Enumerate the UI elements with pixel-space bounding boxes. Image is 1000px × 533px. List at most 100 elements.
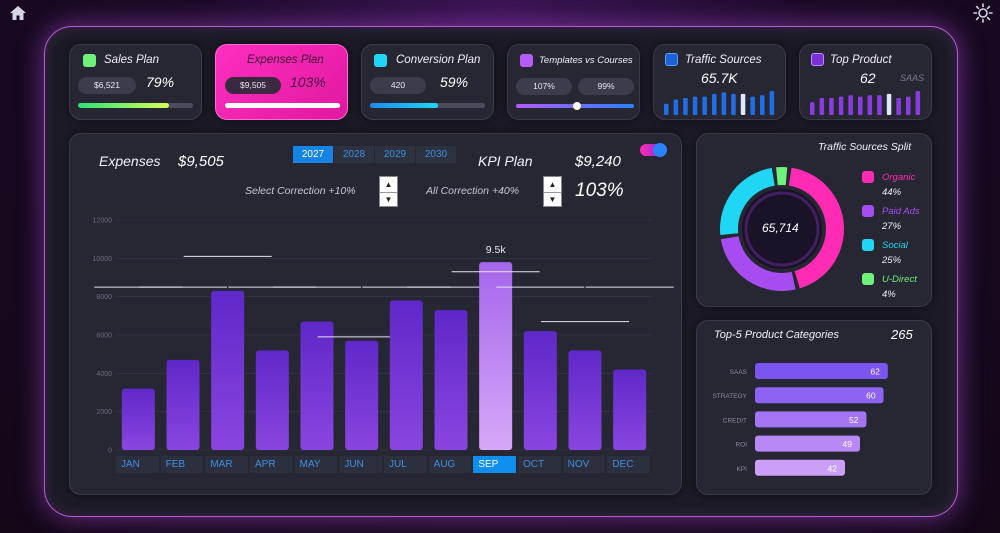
kpi-title: Templates vs Courses — [539, 55, 633, 66]
conversion-percent: 59% — [440, 74, 469, 90]
select-correction-spinner[interactable]: ▲ ▼ — [379, 176, 398, 207]
home-icon[interactable] — [9, 5, 27, 21]
spark-bar — [712, 93, 717, 115]
spark-bar — [731, 93, 736, 115]
kpi-title: Top Product — [830, 54, 892, 66]
donut-slice-u-direct[interactable] — [776, 167, 788, 186]
spark-bar — [810, 102, 815, 115]
bar-may[interactable] — [300, 321, 334, 450]
y-tick-label: 10000 — [93, 256, 113, 263]
spinner-down-icon[interactable]: ▼ — [544, 191, 561, 207]
traffic-value: 65.7K — [701, 70, 738, 86]
bar-oct[interactable] — [523, 331, 557, 450]
traffic-total: 65,714 — [762, 221, 799, 235]
expenses-progress-fill — [225, 103, 340, 108]
spark-bar — [867, 95, 873, 115]
kpi-title: Conversion Plan — [396, 54, 481, 66]
legend-value: 4% — [882, 289, 896, 300]
kpi-card-templates[interactable]: Templates vs Courses 107% 99% — [507, 44, 640, 120]
sales-color-swatch — [83, 54, 96, 67]
expenses-percent: 103% — [290, 74, 326, 90]
month-button-mar[interactable]: MAR — [205, 456, 248, 473]
bar-jun[interactable] — [345, 340, 379, 450]
bar-aug[interactable] — [434, 310, 468, 450]
traffic-color-swatch — [665, 53, 678, 66]
category-value-label: 62 — [870, 367, 880, 377]
spinner-up-icon[interactable]: ▲ — [384, 179, 393, 189]
spinner-up-icon[interactable]: ▲ — [548, 179, 557, 189]
sales-progress-track — [78, 103, 193, 108]
spinner-down-icon[interactable]: ▼ — [380, 191, 397, 207]
bar-mar[interactable] — [211, 290, 245, 450]
bar-jul[interactable] — [389, 300, 423, 451]
legend-label: Social — [882, 240, 908, 251]
month-button-may[interactable]: MAY — [294, 456, 338, 473]
bar-nov[interactable] — [568, 350, 602, 450]
kpi-card-sales[interactable]: Sales Plan $6,521 79% — [69, 44, 202, 120]
bar-dec[interactable] — [613, 369, 647, 451]
category-bar-saas[interactable] — [755, 363, 888, 379]
category-bar-credit[interactable] — [755, 411, 867, 428]
expenses-value: $9,505 — [178, 153, 224, 170]
all-correction-label: All Correction +40% — [426, 185, 520, 197]
sun-icon[interactable] — [973, 3, 993, 23]
month-button-apr[interactable]: APR — [250, 456, 293, 473]
donut-slice-paid-ads[interactable] — [720, 236, 796, 291]
traffic-split-title: Traffic Sources Split — [818, 141, 912, 153]
category-bar-roi[interactable] — [755, 435, 860, 452]
bar-jan[interactable] — [121, 388, 155, 450]
legend-swatch — [862, 171, 874, 183]
legend-label: Paid Ads — [882, 206, 920, 217]
legend-value: 25% — [882, 255, 902, 266]
year-button-2030[interactable]: 2030 — [416, 146, 456, 163]
category-label: SAAS — [730, 369, 748, 376]
spark-bar — [664, 103, 669, 115]
year-button-2029[interactable]: 2029 — [375, 146, 415, 163]
month-button-nov[interactable]: NOV — [562, 456, 606, 473]
category-bar-kpi[interactable] — [755, 459, 845, 476]
year-button-2027[interactable]: 2027 — [293, 146, 333, 163]
spark-bar — [750, 96, 755, 115]
year-button-2028[interactable]: 2028 — [334, 146, 374, 163]
bar-apr[interactable] — [255, 350, 289, 450]
bar-feb[interactable] — [166, 359, 200, 450]
month-button-aug[interactable]: AUG — [428, 456, 472, 473]
sales-progress-fill — [78, 103, 169, 108]
spark-bar — [819, 98, 825, 115]
donut-slice-social[interactable] — [720, 167, 775, 235]
category-label: KPI — [737, 466, 748, 473]
month-button-dec[interactable]: DEC — [607, 456, 650, 473]
month-button-jul[interactable]: JUL — [384, 456, 427, 473]
top5-title: Top-5 Product Categories — [714, 329, 839, 341]
sales-value-pill: $6,521 — [78, 77, 136, 94]
donut-slice-organic[interactable] — [788, 167, 844, 289]
month-button-sep[interactable]: SEP — [473, 456, 516, 473]
sales-percent: 79% — [146, 74, 175, 90]
kpi-card-top-product[interactable]: Top Product 62 SAAS — [799, 44, 932, 120]
category-value-label: 60 — [866, 391, 876, 401]
toggle-knob — [653, 143, 667, 157]
kpi-card-conversion[interactable]: Conversion Plan 420 59% — [361, 44, 494, 120]
month-button-jun[interactable]: JUN — [339, 456, 382, 473]
donut-center — [742, 189, 822, 269]
month-button-jan[interactable]: JAN — [116, 456, 159, 473]
product-name: SAAS — [900, 73, 925, 83]
category-bar-strategy[interactable] — [755, 387, 884, 404]
kpi-card-traffic[interactable]: Traffic Sources 65.7K — [653, 44, 786, 120]
spark-bar — [877, 95, 882, 115]
donut-inner-glow — [744, 191, 820, 267]
conversion-progress-track — [370, 103, 485, 108]
select-correction-label: Select Correction +10% — [245, 185, 356, 197]
legend-swatch — [862, 205, 874, 217]
spark-bar — [692, 96, 698, 115]
bar-sep[interactable] — [479, 262, 513, 450]
month-button-feb[interactable]: FEB — [160, 456, 204, 473]
spark-bar — [829, 98, 834, 115]
all-correction-spinner[interactable]: ▲ ▼ — [543, 176, 562, 207]
templates-slider-knob[interactable] — [573, 102, 582, 110]
month-button-oct[interactable]: OCT — [518, 456, 561, 473]
kpi-card-expenses[interactable]: Expenses Plan $9,505 103% — [215, 44, 348, 120]
view-toggle[interactable] — [640, 143, 667, 157]
legend-label: Organic — [882, 172, 916, 183]
product-value: 62 — [860, 70, 876, 86]
